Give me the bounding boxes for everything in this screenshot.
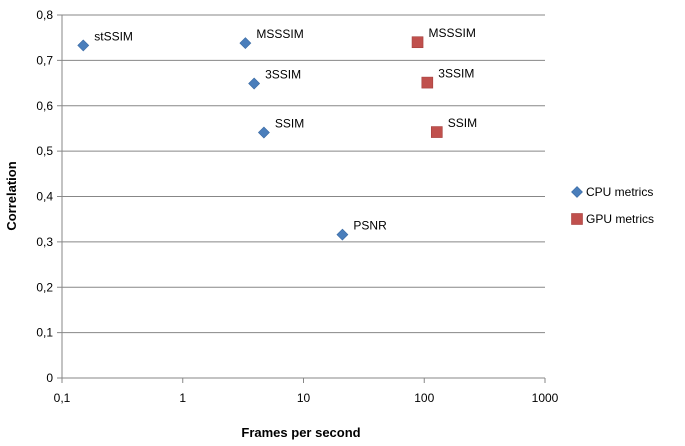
cpu-point-stssim	[77, 39, 90, 52]
data-label: MSSSIM	[256, 27, 303, 41]
y-tick-label: 0	[46, 371, 53, 385]
cpu-point-3ssim	[248, 77, 261, 90]
y-tick-label: 0,1	[36, 326, 53, 340]
x-tick-label: 1	[179, 391, 186, 405]
cpu-point-msssim	[239, 37, 252, 50]
y-tick-label: 0,2	[36, 280, 53, 294]
gpu-point-ssim	[430, 126, 443, 138]
x-axis-title: Frames per second	[241, 425, 360, 440]
y-axis-title: Correlation	[4, 161, 19, 230]
legend-marker-cpu	[571, 186, 583, 198]
tick-labels: 00,10,20,30,40,50,60,70,80,1 1 10 100 1000	[36, 8, 558, 405]
y-tick-label: 0,8	[36, 8, 53, 22]
data-labels: stSSIM MSSSIM 3SSIM SSIM PSNR MSSSIM 3SSIM SSIM	[94, 26, 477, 232]
data-label: MSSSIM	[429, 26, 476, 40]
axes	[57, 14, 546, 383]
data-marks	[77, 36, 443, 241]
gpu-point-msssim	[411, 36, 424, 49]
data-label: 3SSIM	[438, 67, 474, 81]
legend-label: GPU metrics	[586, 212, 654, 226]
data-label: PSNR	[353, 219, 387, 233]
data-label: stSSIM	[94, 29, 133, 43]
data-label: SSIM	[275, 117, 304, 131]
x-tick-label: 100	[414, 391, 434, 405]
data-label: SSIM	[448, 116, 477, 130]
cpu-point-psnr	[336, 228, 349, 241]
cpu-point-ssim	[257, 126, 270, 139]
x-tick-label: 1000	[532, 391, 559, 405]
x-tick-label: 0,1	[54, 391, 71, 405]
y-tick-label: 0,3	[36, 235, 53, 249]
x-tick-label: 10	[297, 391, 311, 405]
y-tick-label: 0,6	[36, 99, 53, 113]
y-tick-label: 0,5	[36, 144, 53, 158]
grid-lines	[62, 14, 545, 334]
data-label: 3SSIM	[265, 68, 301, 82]
legend-marker-gpu	[571, 213, 583, 225]
legend-label: CPU metrics	[586, 185, 653, 199]
y-tick-label: 0,4	[36, 190, 53, 204]
legend: CPU metrics GPU metrics	[571, 185, 654, 226]
gpu-point-3ssim	[421, 76, 434, 89]
y-tick-label: 0,7	[36, 53, 53, 67]
